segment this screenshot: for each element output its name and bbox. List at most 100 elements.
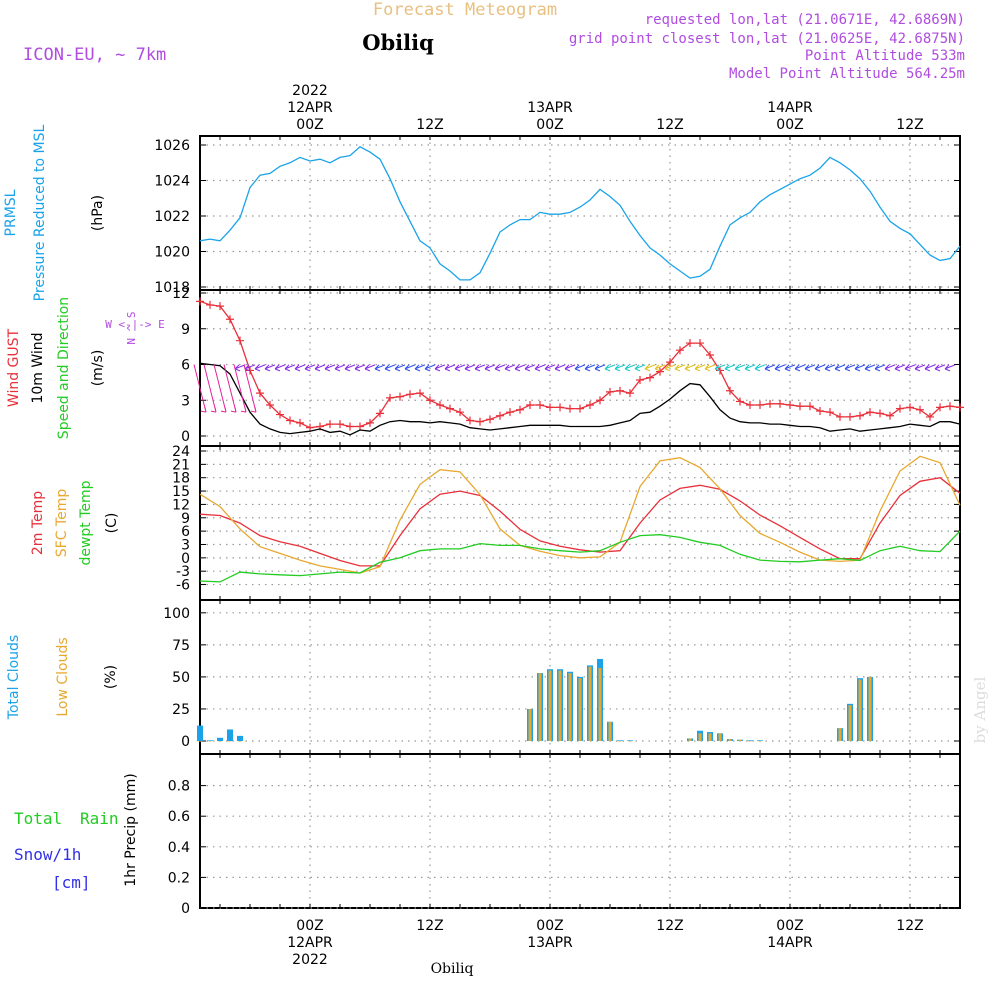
wind-arrow — [254, 364, 266, 372]
bar — [628, 741, 632, 742]
axis-label: Low Clouds — [55, 637, 71, 716]
y-tick-label: 12 — [172, 286, 190, 302]
data-point — [216, 302, 224, 311]
wind-arrow — [844, 364, 856, 372]
axis-label: Speed and Direction — [56, 297, 72, 439]
y-tick-label: 1018 — [154, 280, 190, 296]
wind-arrow — [384, 364, 396, 372]
bar — [618, 741, 622, 742]
wind-arrow — [444, 364, 456, 372]
y-tick-label: 0 — [181, 734, 190, 750]
wind-arrow — [644, 364, 656, 372]
wind-arrow — [824, 364, 836, 372]
bar — [757, 740, 763, 741]
wind-arrow — [674, 364, 686, 372]
model-label: ICON-EU, ~ 7km — [23, 45, 166, 65]
wind-arrow — [544, 364, 556, 372]
axis-label: 1hr Precip (mm) — [123, 773, 139, 886]
wind-arrow — [414, 364, 426, 372]
wind-arrow — [514, 364, 526, 372]
point-altitude: Point Altitude 533m — [805, 48, 965, 64]
y-tick-label: 0 — [181, 429, 190, 445]
data-point — [396, 392, 404, 401]
time-label: 00Z — [296, 918, 323, 934]
wind-arrow — [874, 364, 886, 372]
data-point — [466, 416, 474, 425]
wind-arrow — [304, 364, 316, 372]
time-label: 13APR — [527, 935, 573, 951]
bar — [198, 741, 202, 742]
time-label: 00Z — [776, 117, 803, 133]
direction-legend-h: W <-|-> E — [105, 318, 165, 331]
bar — [558, 670, 562, 741]
wind-arrow — [744, 364, 756, 372]
time-label: 2022 — [292, 83, 328, 99]
time-label: 00Z — [296, 117, 323, 133]
series-line — [199, 530, 961, 583]
data-point — [226, 315, 234, 324]
wind-arrow — [594, 364, 606, 372]
data-point — [726, 386, 734, 395]
wind-arrow — [914, 364, 926, 372]
y-tick-label: 1022 — [154, 209, 190, 225]
time-label: 00Z — [536, 117, 563, 133]
axis-label: Total Clouds — [6, 635, 22, 720]
axis-label: Wind GUST — [6, 328, 22, 407]
data-point — [946, 402, 954, 411]
data-point — [236, 336, 244, 345]
wind-arrow — [484, 364, 496, 372]
bar — [228, 741, 232, 742]
data-point — [916, 405, 924, 414]
bar — [217, 737, 223, 741]
wind-arrow — [454, 364, 466, 372]
data-point — [426, 396, 434, 405]
wind-arrow — [264, 364, 276, 372]
data-point — [456, 408, 464, 417]
wind-arrow — [704, 364, 716, 372]
data-point — [636, 375, 644, 384]
wind-arrow — [314, 364, 326, 372]
bar — [728, 739, 732, 741]
axis-label: (hPa) — [90, 195, 106, 231]
wind-arrow — [634, 364, 646, 372]
data-point — [376, 409, 384, 418]
data-point — [856, 411, 864, 420]
axis-label: PRMSL — [3, 189, 19, 236]
bar — [748, 741, 752, 742]
wind-arrow — [734, 364, 746, 372]
wind-arrow — [894, 364, 906, 372]
series-line — [199, 146, 961, 281]
bar — [708, 733, 712, 741]
precip-legend-label: Snow/1h — [14, 845, 81, 864]
gridpoint-coords: grid point closest lon,lat (21.0625E, 42… — [569, 31, 965, 47]
time-label: 2022 — [292, 952, 328, 968]
data-point — [906, 403, 914, 412]
time-label: 14APR — [767, 935, 813, 951]
wind-arrow — [934, 364, 946, 372]
wind-arrow — [404, 364, 416, 372]
data-point — [556, 403, 564, 412]
wind-arrow — [564, 364, 576, 372]
time-label: 12Z — [656, 918, 683, 934]
data-point — [266, 401, 274, 410]
wind-arrow — [434, 364, 446, 372]
bar — [688, 738, 692, 741]
y-tick-label: 21 — [172, 457, 190, 473]
data-point — [606, 387, 614, 396]
wind-arrow — [534, 364, 546, 372]
data-point — [886, 411, 894, 420]
data-point — [276, 410, 284, 419]
data-point — [356, 422, 364, 431]
bar — [578, 678, 582, 741]
precip-legend-label: Rain — [80, 809, 119, 828]
data-point — [446, 404, 454, 413]
data-point — [646, 373, 654, 382]
wind-arrow — [364, 364, 376, 372]
wind-arrow — [924, 364, 936, 372]
data-point — [546, 403, 554, 412]
data-point — [796, 402, 804, 411]
wind-arrow — [584, 364, 596, 372]
y-tick-label: 18 — [172, 471, 190, 487]
